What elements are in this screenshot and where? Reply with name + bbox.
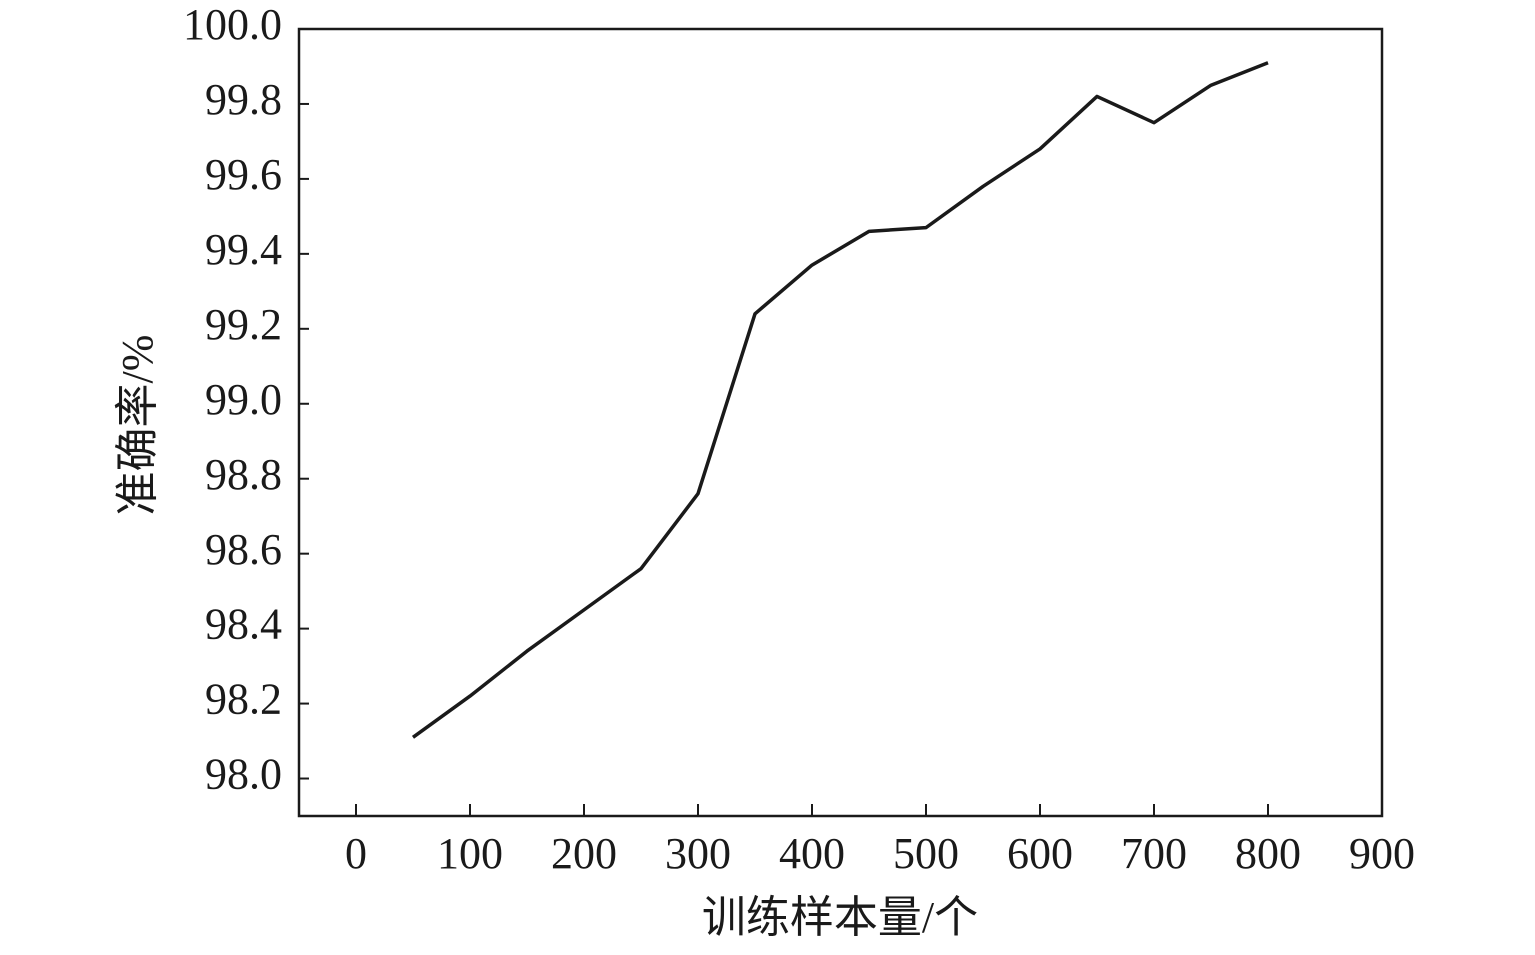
- x-tick-label: 100: [437, 829, 503, 878]
- y-tick-label: 99.2: [205, 300, 282, 349]
- y-tick-label: 99.6: [205, 150, 282, 199]
- y-tick-label: 98.6: [205, 525, 282, 574]
- y-tick-label: 98.0: [205, 750, 282, 799]
- x-tick-label: 500: [893, 829, 959, 878]
- y-tick-label: 99.4: [205, 225, 282, 274]
- x-tick-label: 300: [665, 829, 731, 878]
- x-tick-label: 700: [1121, 829, 1187, 878]
- plot-frame: [297, 27, 1384, 818]
- x-tick-label: 600: [1007, 829, 1073, 878]
- data-line: [411, 61, 1269, 739]
- y-tick-label: 99.8: [205, 75, 282, 124]
- y-tick-label: 98.2: [205, 675, 282, 724]
- y-tick-label: 98.8: [205, 450, 282, 499]
- y-tick-label: 99.0: [205, 375, 282, 424]
- y-tick-label: 100.0: [183, 0, 282, 49]
- x-tick-label: 900: [1349, 829, 1415, 878]
- y-axis-label: 准确率/%: [113, 335, 162, 516]
- x-tick-label: 0: [345, 829, 367, 878]
- x-tick-label: 200: [551, 829, 617, 878]
- x-axis-label: 训练样本量/个: [702, 893, 978, 942]
- x-tick-label: 800: [1235, 829, 1301, 878]
- x-tick-label: 400: [779, 829, 845, 878]
- y-tick-label: 98.4: [205, 600, 282, 649]
